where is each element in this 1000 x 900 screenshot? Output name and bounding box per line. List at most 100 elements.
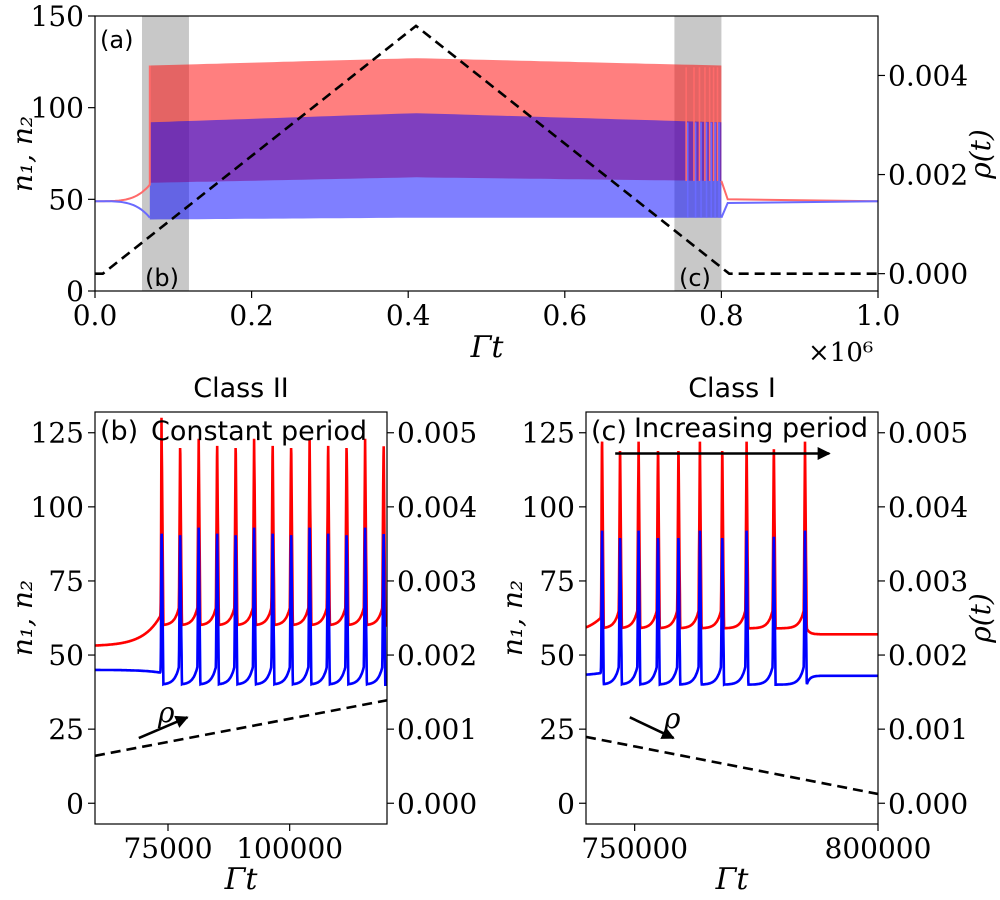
panel-a-y-tick-right-2: 0.004 — [878, 59, 968, 92]
panel-c-x-ticks: 750000 800000 — [581, 824, 931, 865]
panel-a-region-b-label: (b) — [145, 264, 179, 292]
svg-text:0: 0 — [66, 787, 84, 820]
svg-text:75: 75 — [539, 565, 575, 598]
panel-a-y-label-left: n₁, n₂ — [6, 116, 39, 192]
svg-text:100: 100 — [31, 92, 84, 125]
panel-b-y-tick-left-1: 25 — [48, 713, 95, 746]
svg-text:0.004: 0.004 — [397, 491, 477, 524]
svg-text:0.4: 0.4 — [386, 299, 431, 332]
svg-text:0.000: 0.000 — [397, 787, 477, 820]
panel-c-annotation: Increasing period — [634, 413, 868, 444]
panel-c-title: Class I — [688, 373, 776, 404]
svg-text:0.001: 0.001 — [888, 713, 968, 746]
svg-text:0.0: 0.0 — [73, 299, 118, 332]
panel-b-y-label-left: n₁, n₂ — [6, 580, 39, 656]
panel-c-y-tick-left-2: 50 — [539, 639, 586, 672]
svg-text:75: 75 — [48, 565, 84, 598]
panel-b-x-label: Γt — [224, 862, 259, 897]
panel-b-x-tick-0: 75000 — [123, 824, 213, 865]
svg-text:0.003: 0.003 — [397, 565, 477, 598]
panel-c-y-tick-right-5: 0.005 — [878, 417, 968, 450]
svg-text:150: 150 — [31, 0, 84, 33]
panel-c-rho-arrow — [629, 716, 675, 740]
panel-a-y-tick-left-3: 150 — [31, 0, 95, 33]
panel-c-y-tick-left-1: 25 — [539, 713, 586, 746]
panel-b: Class II 75000 100000 0 25 50 75 100 125 0.000… — [6, 373, 477, 897]
panel-b-y-tick-left-0: 0 — [66, 787, 95, 820]
panel-a-n2-band — [149, 113, 722, 220]
svg-text:100: 100 — [522, 491, 575, 524]
svg-text:0.004: 0.004 — [888, 59, 968, 92]
panel-c-n1-line — [586, 441, 878, 636]
panel-c-x-tick-0: 750000 — [581, 824, 688, 865]
panel-b-y-tick-right-2: 0.002 — [387, 639, 477, 672]
panel-a-x-tick-4: 0.8 — [699, 291, 744, 332]
panel-a-y-tick-right-0: 0.000 — [878, 258, 968, 291]
panel-c: Class I 750000 800000 0 25 50 75 100 125 0.000… — [496, 373, 997, 897]
svg-text:0.002: 0.002 — [888, 639, 968, 672]
panel-b-y-tick-right-4: 0.004 — [387, 491, 477, 524]
panel-c-y-tick-right-3: 0.003 — [878, 565, 968, 598]
panel-b-frame — [94, 411, 388, 825]
panel-a-x-label: Γt — [470, 330, 505, 365]
svg-text:800000: 800000 — [825, 832, 932, 865]
panel-c-y-label-left: n₁, n₂ — [496, 580, 529, 656]
panel-c-y-tick-left-5: 125 — [522, 417, 586, 450]
panel-b-rho-arrow — [138, 715, 189, 740]
panel-b-x-tick-1: 100000 — [236, 824, 343, 865]
panel-b-y-tick-left-2: 50 — [48, 639, 95, 672]
panel-a-y-label-right: ρ(t) — [964, 129, 997, 180]
svg-text:50: 50 — [48, 183, 84, 216]
panel-b-y-tick-right-0: 0.000 — [387, 787, 477, 820]
svg-text:50: 50 — [48, 639, 84, 672]
panel-c-y-tick-right-2: 0.002 — [878, 639, 968, 672]
panel-a-x-tick-3: 0.6 — [543, 291, 588, 332]
panel-b-title: Class II — [193, 373, 289, 404]
svg-text:50: 50 — [539, 639, 575, 672]
panel-a-y-tick-left-2: 100 — [31, 92, 95, 125]
panel-a-rho-line — [95, 24, 878, 275]
panel-b-n2-line — [95, 527, 387, 687]
panel-c-y-label-right: ρ(t) — [964, 593, 997, 644]
svg-text:0.6: 0.6 — [543, 299, 588, 332]
panel-b-y-tick-right-1: 0.001 — [387, 713, 477, 746]
svg-text:0.001: 0.001 — [397, 713, 477, 746]
panel-c-y-tick-left-0: 0 — [557, 787, 586, 820]
panel-a-late-spikes — [685, 67, 720, 218]
svg-text:125: 125 — [522, 417, 575, 450]
panel-c-x-label: Γt — [715, 862, 750, 897]
svg-text:0.002: 0.002 — [888, 159, 968, 192]
panel-a-region-c-label: (c) — [679, 264, 711, 292]
svg-text:0.2: 0.2 — [229, 299, 274, 332]
panel-b-y-tick-left-4: 100 — [31, 491, 95, 524]
panel-c-frame — [585, 411, 879, 825]
svg-text:100000: 100000 — [236, 832, 343, 865]
svg-text:25: 25 — [48, 713, 84, 746]
panel-a-x-tick-1: 0.2 — [229, 291, 274, 332]
panel-b-y-tick-right-5: 0.005 — [387, 417, 477, 450]
panel-b-rho-line — [95, 699, 387, 758]
panel-c-y-tick-left-3: 75 — [539, 565, 586, 598]
svg-text:0.000: 0.000 — [888, 787, 968, 820]
panel-a-n2-rest-line — [95, 200, 878, 219]
panel-a-x-tick-2: 0.4 — [386, 291, 431, 332]
svg-text:0: 0 — [66, 275, 84, 308]
panel-a-x-tick-0: 0.0 — [73, 291, 118, 332]
panel-c-y-ticks-left: 0 25 50 75 100 125 — [522, 417, 586, 820]
panel-b-x-ticks: 75000 100000 — [123, 824, 343, 865]
panel-c-x-tick-1: 800000 — [825, 824, 932, 865]
panel-c-n2-line — [586, 530, 878, 687]
panel-a-y-ticks-left: 0 50 100 150 — [31, 0, 95, 308]
panel-b-y-ticks-right: 0.000 0.001 0.002 0.003 0.004 0.005 — [387, 417, 477, 820]
panel-b-label: (b) — [100, 416, 138, 447]
svg-text:25: 25 — [539, 713, 575, 746]
panel-c-label: (c) — [591, 416, 627, 447]
panel-c-rho-line — [586, 735, 878, 796]
panel-a-y-tick-right-1: 0.002 — [878, 159, 968, 192]
panel-c-y-tick-right-1: 0.001 — [878, 713, 968, 746]
panel-b-y-tick-left-5: 125 — [31, 417, 95, 450]
panel-a-frame — [94, 15, 879, 292]
svg-text:0.002: 0.002 — [397, 639, 477, 672]
svg-text:0: 0 — [557, 787, 575, 820]
panel-a-label: (a) — [100, 26, 133, 54]
